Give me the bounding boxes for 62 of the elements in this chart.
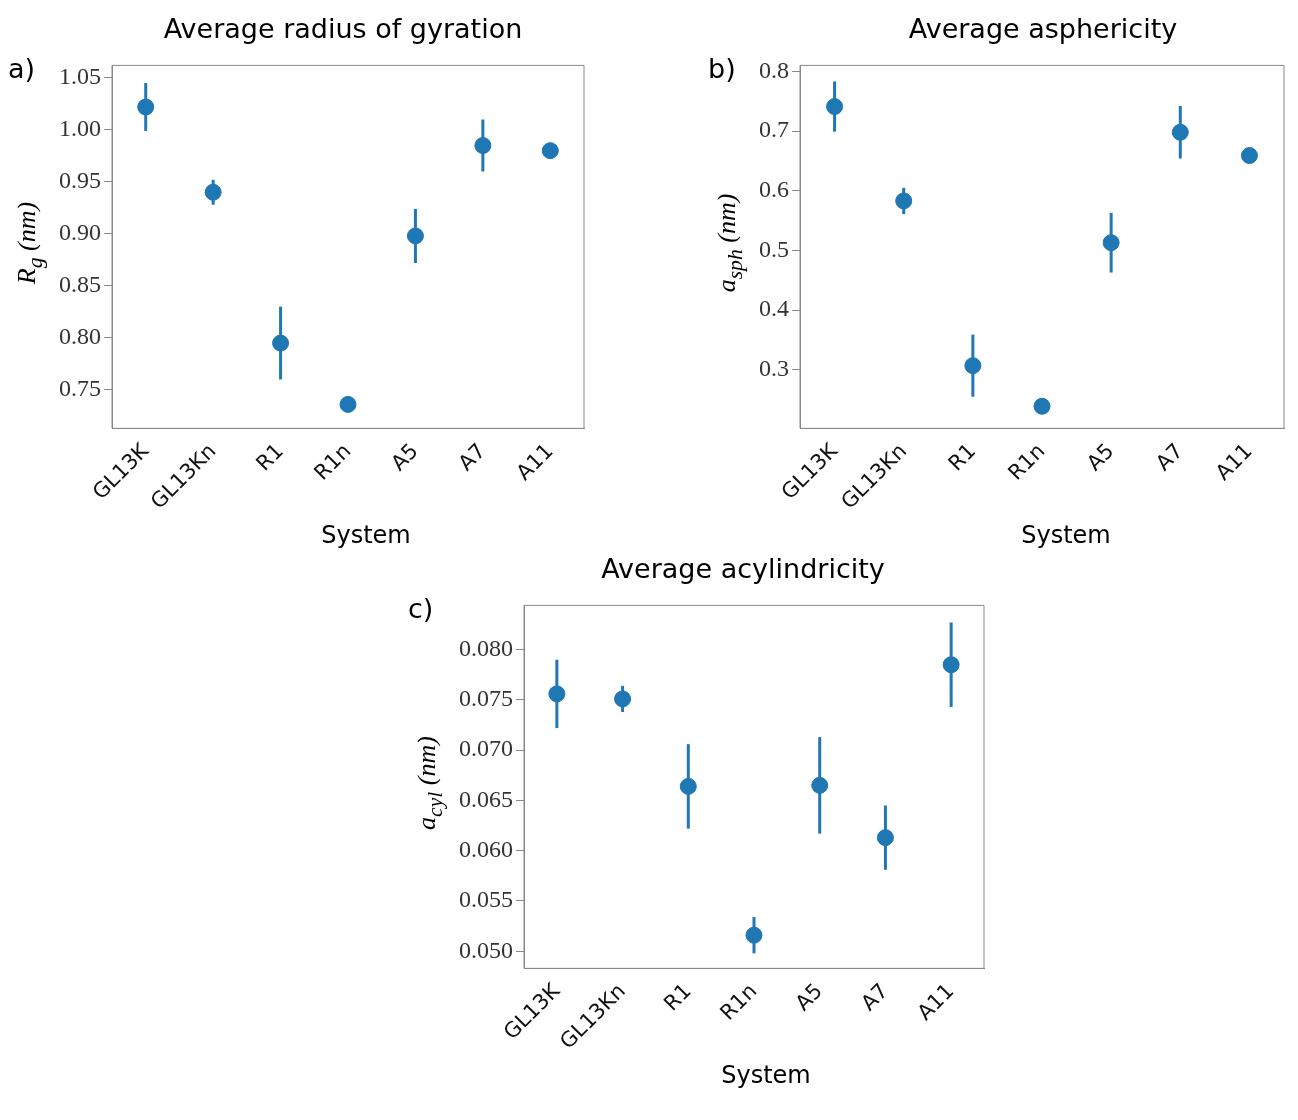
x-tick-label: A7 (856, 978, 893, 1016)
point (272, 334, 290, 352)
point (541, 142, 559, 160)
point (1171, 123, 1189, 141)
y-tick-label: 0.95 (59, 167, 101, 194)
x-axis-title: System (1020, 521, 1112, 549)
y-tick-label: 0.3 (759, 355, 789, 382)
point (137, 98, 155, 116)
y-tick-label: 0.8 (759, 56, 789, 83)
x-tick-label: A5 (790, 978, 828, 1016)
y-tick-label: 0.80 (59, 323, 101, 350)
point (942, 656, 960, 674)
y-tick-label: 0.075 (459, 685, 513, 712)
point (1033, 397, 1051, 415)
y-tick-label: 0.6 (759, 176, 789, 203)
x-tick-label: R1 (658, 978, 696, 1016)
x-tick-label: A7 (1151, 438, 1188, 476)
y-tick-label: 0.75 (59, 375, 101, 402)
y-tick-label: 1.05 (59, 63, 101, 90)
point (548, 685, 566, 703)
x-tick-label: R1n (1003, 438, 1050, 485)
point (204, 183, 222, 201)
x-axis-title: System (720, 1061, 812, 1089)
point (614, 690, 632, 708)
y-tick-label: 0.080 (459, 634, 513, 661)
text: b) (708, 53, 736, 84)
x-tick-label: R1 (251, 438, 288, 476)
point (1102, 234, 1120, 252)
x-tick-label: A5 (386, 438, 423, 476)
text: c) (408, 593, 434, 624)
y-tick-label: 0.060 (459, 836, 513, 863)
x-tick-label: R1 (943, 438, 981, 476)
chart-title: Average asphericity (907, 13, 1179, 44)
y-tick-label: 0.4 (759, 295, 789, 322)
chart-title: Average acylindricity (600, 553, 886, 584)
x-tick-label: A5 (1081, 438, 1119, 476)
y-tick-label: 1.00 (59, 115, 101, 142)
point (1240, 147, 1258, 165)
y-tick-label: 0.050 (459, 936, 513, 963)
point (339, 395, 357, 413)
x-axis-title: System (320, 521, 412, 549)
x-tick-label: A7 (453, 438, 491, 476)
point (876, 829, 894, 847)
point (964, 357, 982, 375)
y-tick-label: 0.85 (59, 271, 101, 298)
point (406, 227, 424, 245)
text: a) (8, 53, 36, 84)
y-tick-label: 0.070 (459, 735, 513, 762)
point (811, 776, 829, 794)
point (745, 926, 763, 944)
y-tick-label: 0.5 (759, 235, 789, 262)
point (895, 192, 913, 210)
y-tick-label: 0.055 (459, 886, 513, 913)
y-tick-label: 0.90 (59, 219, 101, 246)
point (474, 136, 492, 154)
point (679, 777, 697, 795)
x-tick-label: R1n (309, 438, 356, 485)
x-tick-label: R1n (715, 978, 762, 1025)
y-tick-label: 0.065 (459, 785, 513, 812)
chart-title: Average radius of gyration (162, 13, 524, 44)
point (826, 98, 844, 116)
y-tick-label: 0.7 (759, 116, 789, 143)
